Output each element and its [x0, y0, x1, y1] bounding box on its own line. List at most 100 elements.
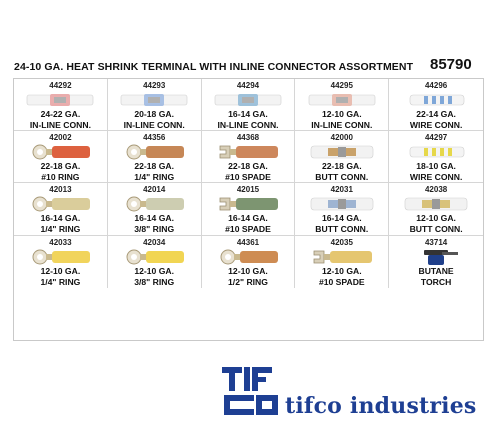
product-code: 44293: [143, 81, 166, 90]
product-cell: 44297 18-10 GA. WIRE CONN.: [389, 131, 483, 184]
product-code: 44292: [49, 81, 72, 90]
product-type: BUTT CONN.: [315, 172, 369, 183]
product-gauge: 22-18 GA.: [321, 161, 362, 172]
product-type: BUTT CONN.: [409, 224, 463, 235]
product-cell: 44294 16-14 GA. IN-LINE CONN.: [201, 79, 296, 132]
product-gauge: 20-18 GA.: [134, 109, 175, 119]
ring-terminal-icon: [26, 195, 94, 213]
product-cell: 42031 16-14 GA. BUTT CONN.: [295, 183, 390, 236]
product-cell: 43714 BUTANE TORCH: [389, 236, 483, 288]
tifco-logo-icon: [220, 365, 282, 422]
product-code: 42031: [330, 185, 353, 195]
product-code: 44297: [424, 133, 448, 143]
product-code: 44368: [236, 133, 260, 143]
product-cell: 44296 22-14 GA. WIRE CONN.: [389, 79, 483, 132]
wire-terminal-icon: [402, 91, 470, 109]
butt-terminal-icon: [308, 143, 376, 161]
product-type: WIRE CONN.: [409, 120, 463, 130]
product-code: 44294: [236, 81, 260, 90]
product-gauge: 12-10 GA.: [228, 265, 268, 276]
product-grid: 44292 24-22 GA. IN-LINE CONN. 44293 20-18 GA…: [13, 78, 484, 341]
product-code: 42013: [49, 185, 72, 195]
brand-name: tifco industries: [285, 393, 477, 419]
product-code: 42038: [424, 185, 448, 195]
product-gauge: 24-22 GA.: [40, 109, 81, 119]
product-code: 42035: [330, 237, 353, 247]
spade-terminal-icon: [214, 143, 282, 161]
ring-terminal-icon: [26, 143, 94, 161]
product-type: WIRE CONN.: [409, 172, 463, 183]
product-gauge: 12-10 GA.: [40, 265, 81, 276]
product-type: IN-LINE CONN.: [217, 120, 279, 130]
product-code: 42034: [143, 237, 166, 247]
part-number: 85790: [430, 56, 472, 73]
product-type: #10 SPADE: [225, 224, 271, 235]
product-gauge: 18-10 GA.: [416, 161, 456, 172]
inline-terminal-icon: [214, 91, 282, 109]
product-cell: 44292 24-22 GA. IN-LINE CONN.: [14, 79, 108, 132]
product-type: IN-LINE CONN.: [123, 120, 185, 130]
product-gauge: 16-14 GA.: [40, 213, 81, 224]
product-code: 42002: [49, 133, 72, 143]
product-cell: 44361 12-10 GA. 1/2" RING: [202, 235, 296, 288]
product-type: 3/8" RING: [134, 224, 175, 235]
product-code: 42015: [236, 185, 260, 195]
product-code: 43714: [424, 237, 448, 247]
ring-terminal-icon: [26, 248, 94, 266]
product-cell: 44293 20-18 GA. IN-LINE CONN.: [107, 79, 202, 132]
product-type: IN-LINE CONN.: [311, 120, 373, 130]
assortment-title: 24-10 GA. HEAT SHRINK TERMINAL WITH INLI…: [14, 61, 414, 73]
product-type: 1/2" RING: [228, 276, 268, 287]
product-code: 44296: [424, 81, 448, 90]
product-gauge: BUTANE: [418, 265, 454, 276]
product-gauge: 16-14 GA.: [228, 109, 268, 119]
product-cell: 42000 22-18 GA. BUTT CONN.: [295, 131, 390, 184]
product-gauge: 16-14 GA.: [228, 213, 268, 224]
inline-terminal-icon: [120, 91, 188, 109]
product-type: 1/4" RING: [134, 172, 175, 183]
butt-terminal-icon: [308, 195, 376, 213]
product-code: 44295: [330, 81, 353, 90]
product-gauge: 22-18 GA.: [134, 161, 175, 172]
product-cell: 42014 16-14 GA. 3/8" RING: [107, 183, 202, 236]
ring-terminal-icon: [120, 195, 188, 213]
product-gauge: 22-18 GA.: [228, 161, 268, 172]
product-gauge: 12-10 GA.: [416, 213, 456, 224]
spade-terminal-icon: [214, 195, 282, 213]
product-gauge: 22-18 GA.: [40, 161, 81, 172]
ring-terminal-icon: [120, 143, 188, 161]
product-cell: 42038 12-10 GA. BUTT CONN.: [389, 183, 483, 236]
inline-terminal-icon: [26, 91, 94, 109]
inline-terminal-icon: [308, 91, 376, 109]
product-type: IN-LINE CONN.: [29, 120, 91, 130]
product-code: 44356: [143, 133, 166, 143]
product-type: 3/8" RING: [134, 276, 175, 287]
product-cell: 44295 12-10 GA. IN-LINE CONN.: [295, 79, 390, 132]
product-type: #10 RING: [41, 172, 80, 183]
product-gauge: 16-14 GA.: [134, 213, 175, 224]
product-cell: 42034 12-10 GA. 3/8" RING: [108, 235, 202, 288]
product-cell: 44356 22-18 GA. 1/4" RING: [107, 131, 202, 184]
product-code: 42000: [330, 133, 353, 143]
product-gauge: 22-14 GA.: [416, 109, 456, 119]
product-type: #10 SPADE: [318, 276, 365, 287]
product-type: 1/4" RING: [40, 224, 81, 235]
ring-terminal-icon: [120, 248, 188, 266]
product-type: #10 SPADE: [225, 172, 271, 183]
product-cell: 42035 12-10 GA. #10 SPADE: [295, 235, 390, 288]
wire-terminal-icon: [402, 143, 470, 161]
product-gauge: 12-10 GA.: [134, 265, 175, 276]
product-type: BUTT CONN.: [315, 224, 369, 235]
product-gauge: 16-14 GA.: [321, 213, 362, 224]
product-code: 44361: [236, 237, 260, 247]
product-gauge: 12-10 GA.: [321, 265, 362, 276]
torch-icon: [402, 248, 470, 266]
ring-terminal-icon: [214, 248, 282, 266]
product-cell: 44368 22-18 GA. #10 SPADE: [201, 131, 296, 184]
spade-terminal-icon: [308, 248, 376, 266]
product-cell: 42033 12-10 GA. 1/4" RING: [14, 235, 108, 288]
product-cell: 42002 22-18 GA. #10 RING: [14, 131, 108, 184]
product-type: TORCH: [420, 276, 452, 287]
product-type: 1/4" RING: [40, 276, 81, 287]
product-cell: 42015 16-14 GA. #10 SPADE: [201, 183, 296, 236]
